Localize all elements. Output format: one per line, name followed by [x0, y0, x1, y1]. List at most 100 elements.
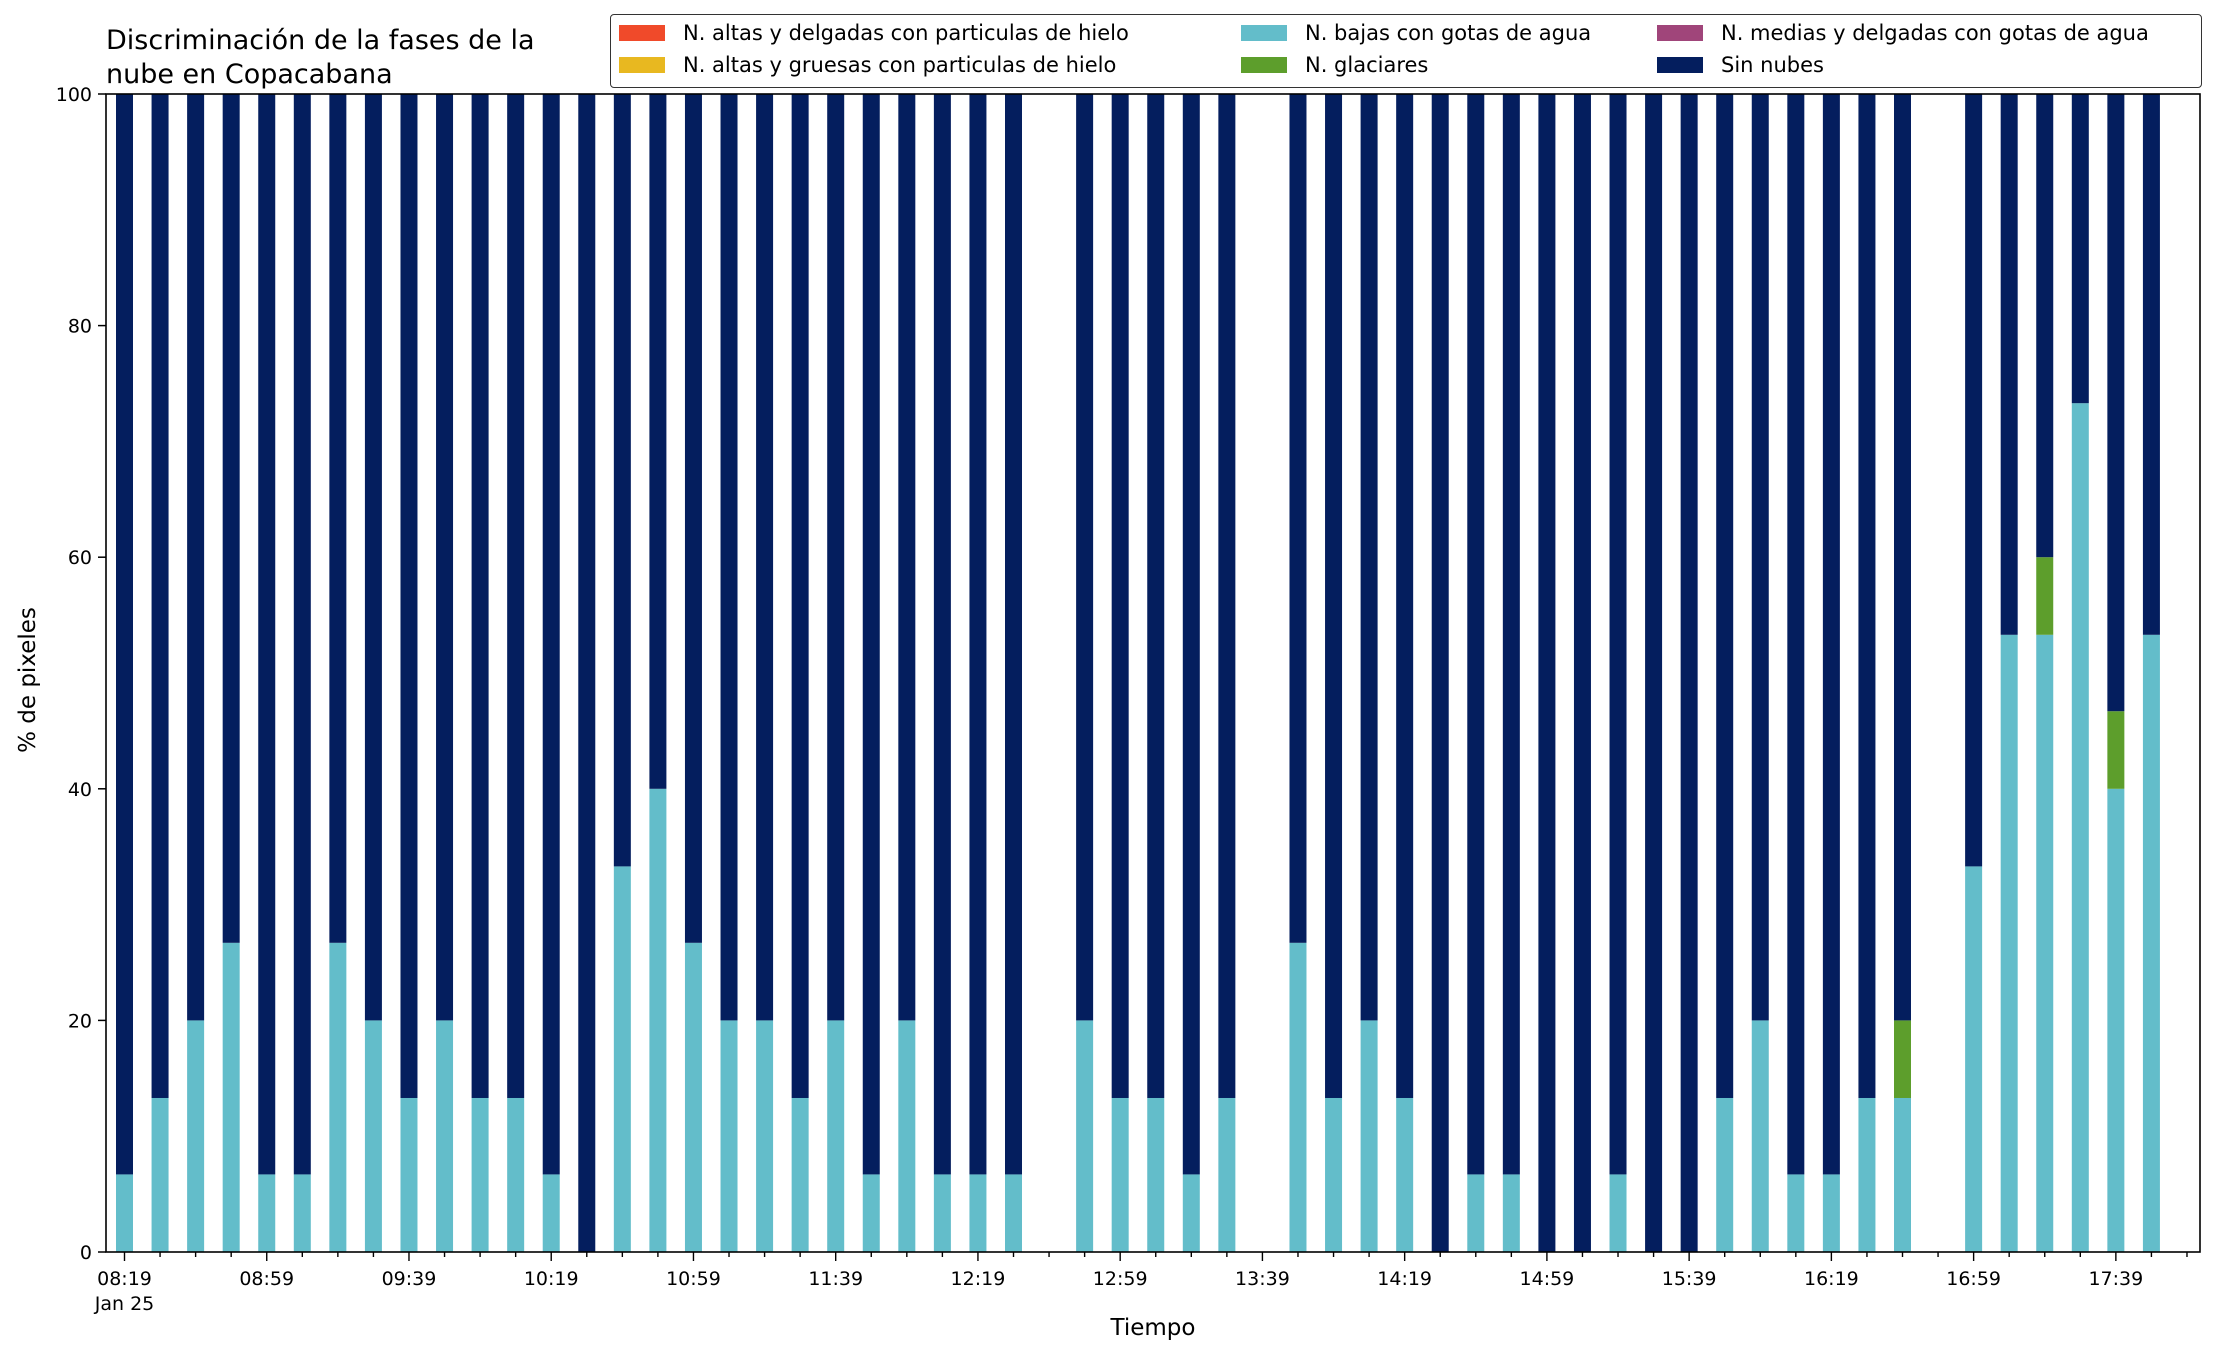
bar-segment	[1431, 94, 1449, 1252]
bar-segment	[2000, 94, 2018, 635]
bar-segment	[436, 1020, 454, 1252]
bar-segment	[187, 1020, 205, 1252]
x-tick-label: 08:19	[97, 1268, 152, 1290]
y-tick-label: 60	[68, 547, 92, 569]
legend-item: N. bajas con gotas de agua	[1241, 21, 1591, 45]
legend-swatch	[1657, 57, 1703, 73]
bar-segment	[827, 1020, 845, 1252]
legend-swatch	[1241, 25, 1287, 41]
bar-segment	[222, 942, 240, 1252]
legend-label: N. glaciares	[1305, 53, 1429, 77]
x-axis-label: Tiempo	[1110, 1315, 1196, 1341]
bar-segment	[756, 94, 774, 1021]
legend-item: N. medias y delgadas con gotas de agua	[1657, 21, 2149, 45]
bar-segment	[187, 94, 205, 1021]
bar-segment	[578, 94, 596, 1252]
bar-segment	[542, 94, 560, 1175]
bar-segment	[720, 1020, 738, 1252]
bar-segment	[2107, 94, 2125, 712]
bar-segment	[1822, 1174, 1840, 1252]
bar-segment	[2107, 788, 2125, 1252]
bar-segment	[1894, 94, 1911, 1021]
bar-segment	[2142, 94, 2160, 635]
legend-swatch	[1657, 25, 1703, 41]
y-axis-label: % de pixeles	[15, 607, 41, 753]
bar-segment	[1076, 1020, 1094, 1252]
bar-segment	[1396, 94, 1414, 1098]
y-tick-label: 100	[56, 84, 92, 106]
bar-segment	[1645, 94, 1663, 1252]
x-tick-label: 11:39	[808, 1268, 863, 1290]
bar-segment	[1609, 1174, 1627, 1252]
bar-segment	[1218, 1097, 1236, 1252]
x-axis: 08:19 08:59 09:39 10:19 10:59 11:39 12:19 12:59…	[94, 1252, 2188, 1315]
bar-segment	[1502, 94, 1520, 1175]
bar-segment	[116, 1174, 133, 1252]
bar-segment	[1894, 1020, 1911, 1098]
legend-item: N. glaciares	[1241, 53, 1428, 77]
x-tick-label: 15:39	[1662, 1268, 1717, 1290]
bar-segment	[1680, 94, 1698, 1252]
x-tick-label: 10:19	[524, 1268, 579, 1290]
bar-segment	[1111, 94, 1129, 1098]
x-tick-label: 14:19	[1377, 1268, 1432, 1290]
bar-segment	[1325, 94, 1343, 1098]
bar-segment	[1182, 1174, 1200, 1252]
bar-segment	[151, 1097, 169, 1252]
bar-segment	[2000, 634, 2018, 1252]
bar-segment	[329, 942, 347, 1252]
bar-segment	[684, 942, 702, 1252]
x-tick-label: 16:59	[1946, 1268, 2001, 1290]
bar-segment	[898, 1020, 916, 1252]
legend-label: N. altas y gruesas con particulas de hie…	[683, 53, 1117, 77]
bar-segment	[364, 94, 382, 1021]
bar-segment	[436, 94, 454, 1021]
bar-segment	[1716, 1097, 1734, 1252]
bar-segment	[2107, 711, 2125, 789]
chart-title: Discriminación de la fases de la nube en…	[106, 25, 535, 90]
bar-segment	[1858, 1097, 1876, 1252]
bar-segment	[1111, 1097, 1129, 1252]
bar-segment	[1609, 94, 1627, 1175]
bar-segment	[791, 94, 809, 1098]
legend-swatch	[1241, 57, 1287, 73]
bar-segment	[2071, 403, 2089, 1252]
bar-segment	[471, 1097, 489, 1252]
bar-segment	[258, 1174, 276, 1252]
bar-segment	[1787, 1174, 1805, 1252]
bar-segment	[1360, 94, 1378, 1021]
bar-segment	[1573, 94, 1591, 1252]
bar-segment	[1467, 94, 1485, 1175]
x-tick-label: 12:59	[1093, 1268, 1148, 1290]
bar-segment	[1289, 94, 1307, 943]
bar-segment	[756, 1020, 774, 1252]
x-tick-label: 17:39	[2088, 1268, 2143, 1290]
bar-segment	[1360, 1020, 1378, 1252]
bar-segment	[898, 94, 916, 1021]
y-tick-label: 40	[68, 779, 92, 801]
bar-segment	[2142, 634, 2160, 1252]
bar-segment	[1325, 1097, 1343, 1252]
bar-segment	[364, 1020, 382, 1252]
bar-segment	[933, 94, 951, 1175]
bar-segment	[116, 94, 133, 1175]
bar-segment	[1965, 94, 1983, 867]
legend-label: N. altas y delgadas con particulas de hi…	[683, 21, 1129, 45]
y-tick-label: 0	[80, 1242, 92, 1264]
bar-segment	[222, 94, 240, 943]
bar-segment	[400, 1097, 418, 1252]
bar-segment	[1751, 1020, 1769, 1252]
bar-segment	[2036, 94, 2054, 558]
bar-segment	[1182, 94, 1200, 1175]
bar-segment	[1751, 94, 1769, 1021]
bar-segment	[151, 94, 169, 1098]
bar-segment	[1822, 94, 1840, 1175]
x-tick-label: 13:39	[1235, 1268, 1290, 1290]
bar-segment	[329, 94, 347, 943]
bar-segment	[1218, 94, 1236, 1098]
x-tick-label: 10:59	[666, 1268, 721, 1290]
bar-segment	[613, 94, 631, 867]
bar-segment	[862, 94, 880, 1175]
bar-segment	[507, 94, 525, 1098]
